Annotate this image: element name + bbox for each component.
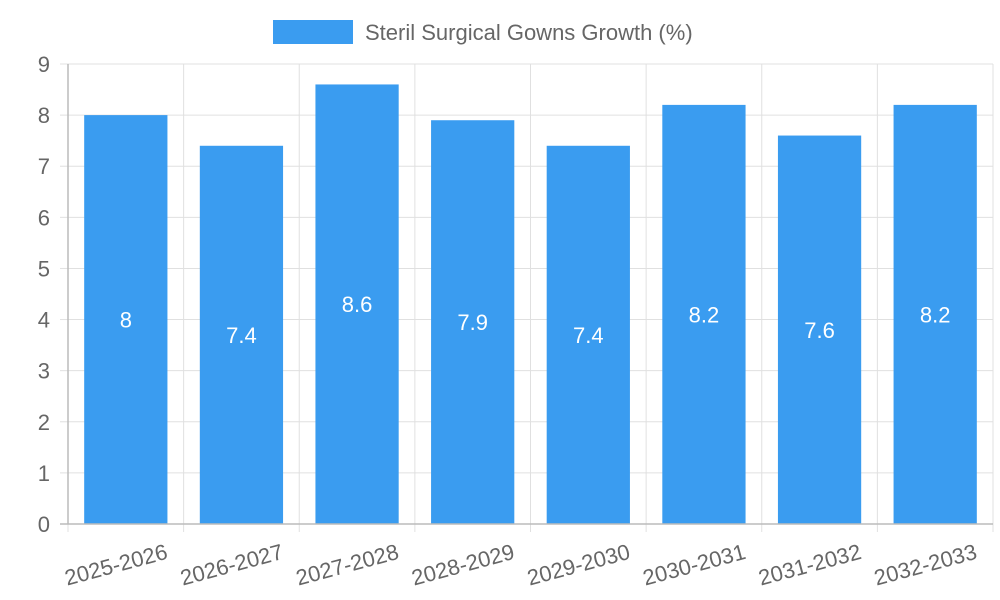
y-tick-label: 3	[38, 359, 50, 384]
y-tick-label: 8	[38, 103, 50, 128]
bar[interactable]	[662, 104, 746, 524]
y-tick-label: 7	[38, 154, 50, 179]
bar[interactable]	[777, 135, 862, 525]
bar[interactable]	[546, 145, 630, 524]
legend-swatch	[273, 20, 353, 44]
bar[interactable]	[199, 145, 284, 524]
y-tick-label: 2	[38, 410, 50, 435]
x-tick-label: 2030-2031	[640, 539, 748, 590]
x-tick-label: 2027-2028	[293, 539, 401, 590]
bar-value-label: 8	[120, 308, 132, 333]
x-tick-label: 2029-2030	[525, 539, 633, 590]
bar-value-label: 7.6	[804, 318, 835, 343]
data-labels: 8 7.4 8.6 7.9 7.4 8.2 7.6 8.2	[120, 292, 951, 348]
x-tick-label: 2026-2027	[178, 539, 286, 590]
y-tick-label: 9	[38, 52, 50, 77]
bar-value-label: 8.2	[920, 302, 951, 327]
y-tick-label: 0	[38, 512, 50, 537]
x-tick-label: 2028-2029	[409, 539, 517, 590]
bar-value-label: 7.4	[573, 323, 604, 348]
x-tick-label: 2025-2026	[62, 539, 170, 590]
bar[interactable]	[315, 84, 399, 524]
bar-value-label: 7.4	[226, 323, 257, 348]
x-axis-ticks: 2025-2026 2026-2027 2027-2028 2028-2029 2029…	[62, 539, 979, 590]
y-tick-label: 5	[38, 256, 50, 281]
bar-value-label: 8.6	[342, 292, 373, 317]
bar-value-label: 8.2	[689, 302, 720, 327]
y-tick-label: 6	[38, 205, 50, 230]
bars	[84, 84, 977, 525]
bar-value-label: 7.9	[457, 310, 488, 335]
bar[interactable]	[893, 104, 977, 524]
y-tick-label: 4	[38, 308, 50, 333]
bar[interactable]	[84, 115, 168, 524]
y-axis-ticks: 0 1 2 3 4 5 6 7 8 9	[38, 52, 50, 537]
y-tick-label: 1	[38, 461, 50, 486]
x-tick-label: 2032-2033	[871, 539, 979, 590]
legend-label: Steril Surgical Gowns Growth (%)	[365, 20, 693, 45]
bar[interactable]	[431, 120, 515, 524]
axes	[60, 64, 993, 525]
x-tick-label: 2031-2032	[756, 539, 864, 590]
legend[interactable]: Steril Surgical Gowns Growth (%)	[273, 20, 693, 45]
